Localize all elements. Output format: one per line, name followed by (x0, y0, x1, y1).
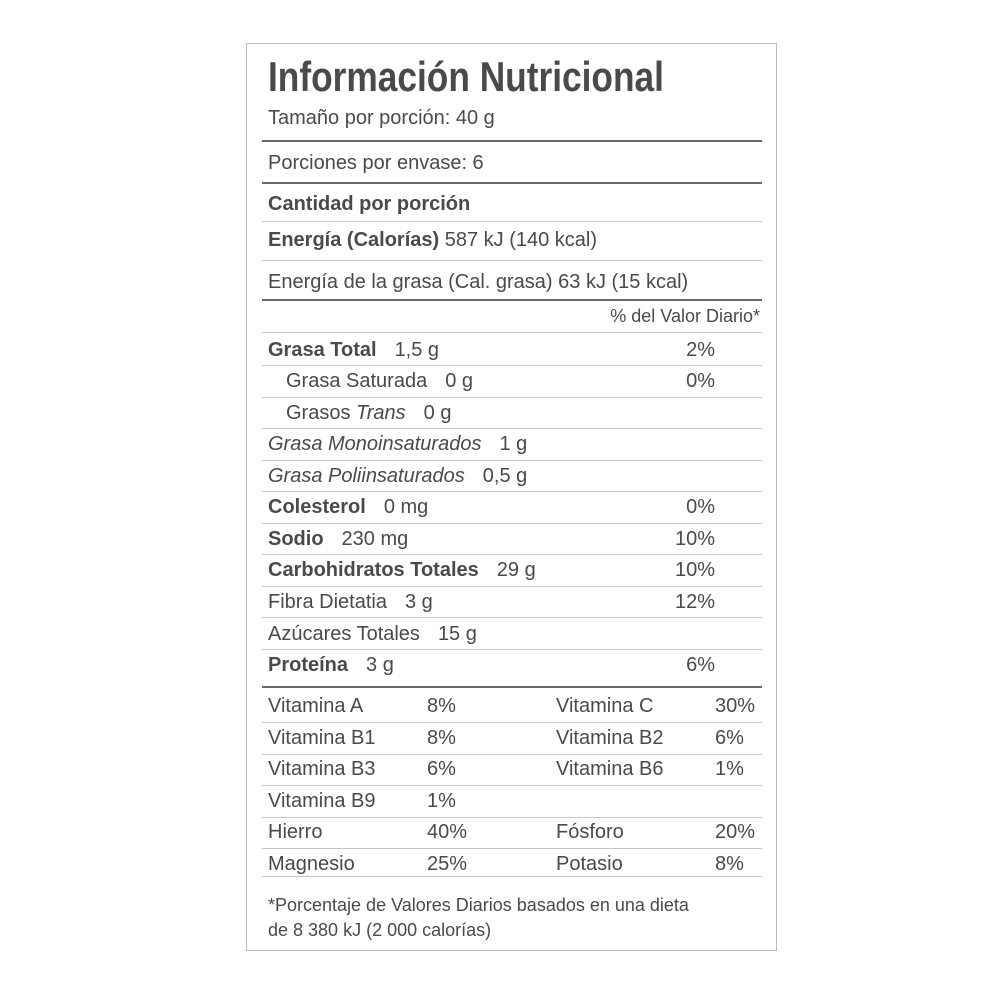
label: Grasa Monoinsaturados (268, 433, 482, 455)
dv: 2% (686, 339, 715, 361)
nutrient: Grasa Total 1,5 g (268, 338, 439, 362)
dv: 10% (674, 528, 715, 550)
dv: 0% (686, 370, 715, 392)
amount: 0,5 g (482, 465, 528, 487)
amount: 230 mg (341, 528, 409, 550)
nutrient: Proteína 3 g (268, 653, 394, 677)
label: Colesterol (268, 496, 366, 518)
amount: 0 g (445, 370, 474, 392)
nutrient-name: Vitamina B3 (268, 758, 376, 781)
divider (262, 785, 762, 787)
title: Información Nutricional (268, 53, 664, 100)
nutrient-name: Vitamina B6 (556, 758, 664, 781)
nutrient: Grasa Saturada 0 g (286, 369, 473, 393)
nutrient: Grasa Poliinsaturados 0,5 g (268, 464, 527, 488)
label: Grasa Saturada (286, 370, 428, 392)
nutrient-percent: 1% (715, 758, 744, 781)
dv: 6% (686, 654, 715, 676)
label: Grasa Total (268, 339, 377, 361)
energy-label: Energía (Calorías) (268, 229, 440, 251)
divider (262, 722, 762, 723)
dv-header: % del Valor Diario* (610, 306, 760, 326)
nutrient-percent: 8% (427, 726, 456, 749)
nutrient-percent: 25% (427, 853, 468, 875)
divider (262, 686, 762, 688)
nutrient-percent: 6% (715, 726, 744, 749)
nutrient-percent: 1% (427, 789, 456, 812)
amount: 3 g (366, 654, 394, 676)
amount: 3 g (404, 591, 433, 613)
nutrient-name: Magnesio (268, 853, 355, 875)
divider (262, 848, 762, 850)
divider (262, 554, 762, 555)
divider (262, 182, 762, 184)
nutrient-name: Vitamina B2 (556, 726, 664, 749)
amount: 29 g (496, 559, 536, 581)
nutrient: Grasa Monoinsaturados 1 g (268, 432, 527, 456)
energy: Energía (Calorías) 587 kJ (140 kcal) (268, 228, 597, 252)
label: Sodio (268, 528, 324, 550)
divider (262, 816, 762, 818)
divider (262, 586, 762, 587)
divider (262, 617, 762, 618)
label: Azúcares Totales (268, 623, 420, 645)
label-border (246, 43, 777, 951)
label-italic: Trans (356, 402, 406, 424)
nutrient-percent: 20% (715, 821, 756, 844)
nutrient: Sodio 230 mg (268, 527, 408, 551)
amount: 0 g (423, 402, 452, 424)
divider (262, 140, 762, 142)
divider (262, 523, 762, 524)
nutrient: Fibra Dietatia 3 g (268, 590, 433, 614)
footnote: de 8 380 kJ (2 000 calorías) (268, 920, 492, 940)
divider (262, 460, 762, 461)
dv: 0% (686, 496, 715, 518)
nutrient-name: Fósforo (556, 821, 624, 844)
nutrient-percent: 30% (715, 695, 756, 717)
divider (262, 260, 762, 261)
divider (262, 428, 762, 429)
servings: Porciones por envase: 6 (268, 152, 484, 174)
divider (262, 876, 762, 877)
label: Grasa Poliinsaturados (268, 465, 465, 487)
divider (262, 753, 762, 755)
divider (262, 221, 762, 222)
nutrient: Carbohidratos Totales 29 g (268, 558, 536, 582)
nutrient: Colesterol 0 mg (268, 495, 428, 519)
nutrient-percent: 40% (427, 821, 468, 844)
amount: 1 g (499, 433, 528, 455)
footnote: *Porcentaje de Valores Diarios basados e… (268, 895, 689, 915)
label: Proteína (268, 654, 349, 676)
nutrient: Azúcares Totales 15 g (268, 622, 477, 646)
nutrient-name: Vitamina B9 (268, 789, 376, 812)
nutrient-name: Hierro (268, 821, 323, 844)
label: Carbohidratos Totales (268, 559, 479, 581)
divider (262, 365, 762, 366)
nutrient-name: Vitamina A (268, 695, 364, 717)
nutrient: Grasos Trans 0 g (286, 401, 451, 425)
dv: 12% (674, 591, 715, 613)
nutrient-percent: 8% (427, 695, 456, 717)
nutrient-name: Vitamina B1 (268, 726, 376, 749)
nutrient-percent: 8% (715, 853, 744, 875)
dv: 10% (674, 559, 715, 581)
nutrient-name: Vitamina C (556, 695, 654, 717)
amount: 15 g (437, 623, 477, 645)
energy-fat: Energía de la grasa (Cal. grasa) 63 kJ (… (268, 271, 689, 293)
label: Fibra Dietatia (268, 591, 387, 613)
divider (262, 649, 762, 650)
amount: 1,5 g (394, 339, 440, 361)
amount: 0 mg (383, 496, 429, 518)
divider (262, 397, 762, 398)
amount-header: Cantidad por porción (268, 193, 471, 215)
label: Grasos (286, 402, 351, 424)
nutrient-name: Potasio (556, 853, 623, 875)
divider (262, 332, 762, 333)
divider (262, 491, 762, 492)
nutrient-percent: 6% (427, 758, 456, 781)
serving-size: Tamaño por porción: 40 g (268, 107, 495, 129)
energy-value: 587 kJ (140 kcal) (444, 229, 598, 251)
divider (262, 299, 762, 301)
